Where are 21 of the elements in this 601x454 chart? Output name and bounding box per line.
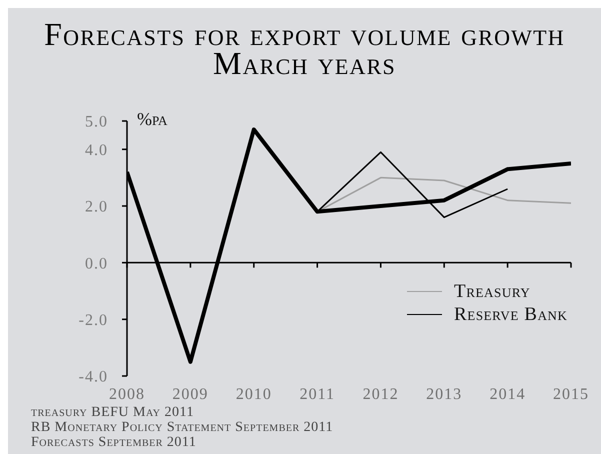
legend-label: Reserve Bank [454, 304, 568, 326]
y-tick-label: 4.0 [85, 142, 108, 160]
x-tick-label: 2011 [300, 386, 335, 403]
legend-label: Treasury [454, 280, 530, 302]
x-tick-label: 2009 [172, 386, 208, 403]
y-axis-title: %pa [137, 109, 168, 129]
x-tick-label: 2015 [553, 386, 589, 403]
y-tick-label: 5.0 [85, 114, 108, 131]
x-tick-label: 2013 [426, 386, 462, 403]
x-tick-label: 2012 [362, 386, 399, 403]
x-tick-label: 2008 [109, 386, 145, 403]
y-tick-label: 0.0 [85, 255, 108, 272]
y-tick-label: 2.0 [85, 198, 108, 216]
text: RB Monetary Policy Statement September 2011 [31, 420, 334, 435]
text: treasury BEFU May 2011 [31, 405, 195, 420]
x-tick-label: 2010 [236, 386, 272, 403]
text: Forecasts September 2011 [31, 435, 198, 450]
x-tick-label: 2014 [490, 386, 526, 403]
y-tick-label: -4.0 [78, 368, 108, 386]
y-tick-label: -2.0 [78, 312, 108, 330]
line-series [316, 151, 508, 218]
